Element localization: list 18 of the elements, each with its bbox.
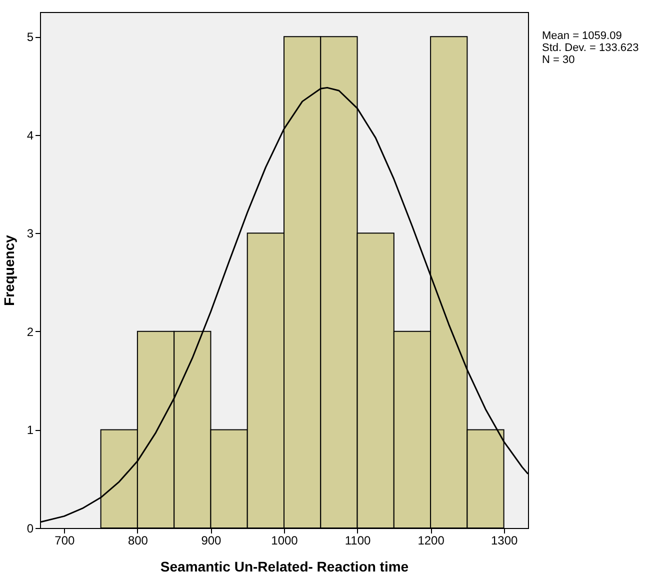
y-tick-label: 0 xyxy=(26,522,34,536)
x-tick-label: 1200 xyxy=(418,534,445,548)
text: Std. Dev. = 133.623 xyxy=(542,42,639,54)
y-tick-label: 3 xyxy=(26,226,34,241)
text: Mean = 1059.09 xyxy=(542,30,623,42)
y-tick-label: 1 xyxy=(26,423,34,438)
x-tick-label: 800 xyxy=(128,534,148,548)
x-tick-label: 700 xyxy=(54,534,76,548)
y-tick-label: 2 xyxy=(26,324,34,339)
y-tick-label: 4 xyxy=(26,128,34,142)
y-axis-title: Frequency xyxy=(0,234,17,306)
y-tick-label: 5 xyxy=(26,30,34,44)
x-tick-label: 900 xyxy=(201,534,222,548)
x-tick-label: 1000 xyxy=(271,534,298,548)
text: N = 30 xyxy=(542,54,576,66)
x-tick-label: 1300 xyxy=(490,534,518,548)
x-axis-title: Seamantic Un-Related- Reaction time xyxy=(160,558,409,574)
x-tick-label: 1100 xyxy=(344,534,371,548)
